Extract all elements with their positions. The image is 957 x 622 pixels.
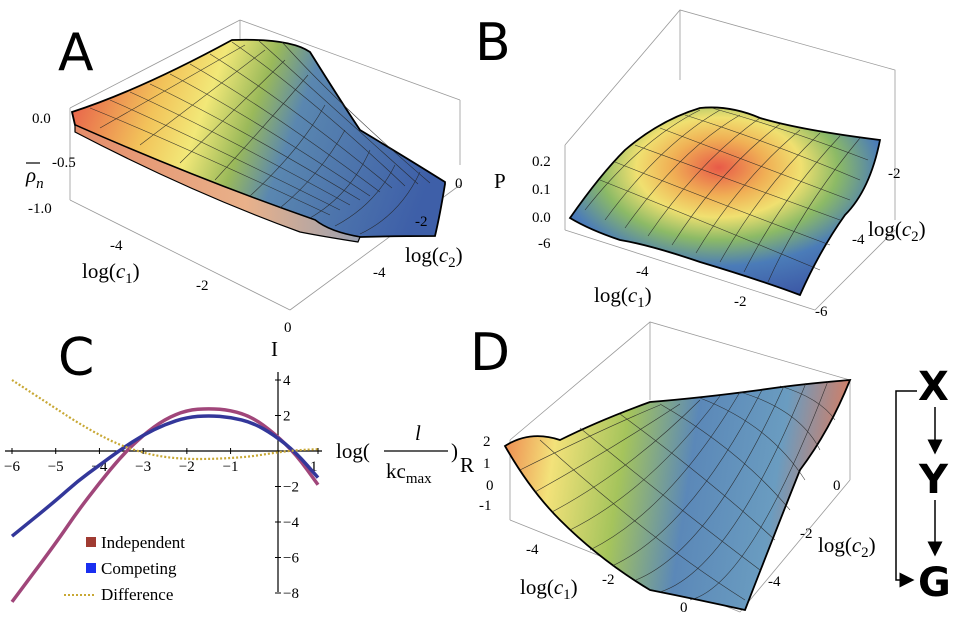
panel-d-x-tick-0: -4 — [526, 542, 539, 558]
panel-d-x-label: log(c1) — [520, 575, 578, 603]
panel-c-y-tick-label: 2 — [283, 409, 291, 425]
panel-d-y-tick-2: -4 — [768, 574, 781, 590]
panel-b-surface — [568, 106, 882, 297]
panel-d: D R 2 1 0 -1 -4 -2 0 — [460, 321, 876, 616]
panel-c-series-competing — [10, 414, 320, 538]
panel-c-x-label-prefix: log( — [336, 439, 370, 463]
panel-b-z-label: P — [494, 169, 506, 193]
panel-d-x-tick-1: -2 — [602, 572, 615, 588]
panel-c-y-tick-label: −6 — [283, 551, 299, 567]
panel-c-ticks: −6 −5 −4 −3 −2 −1 142−2−4−6−8 — [4, 373, 319, 602]
panel-c-y-tick-label: −4 — [283, 515, 299, 531]
panel-c-letter: C — [58, 328, 94, 388]
panel-a-y-tick-0: 0 — [455, 176, 463, 192]
panel-d-mesh — [519, 380, 836, 601]
legend-swatch-independent — [86, 537, 96, 547]
panel-d-z-tick-3: -1 — [479, 498, 492, 514]
panel-a-y-tick-2: -4 — [373, 265, 386, 281]
panel-d-letter: D — [470, 323, 510, 383]
panel-a-z-tick-1: -0.5 — [52, 155, 76, 171]
panel-b-letter: B — [475, 13, 511, 73]
panel-a-y-label: log(c2) — [405, 243, 463, 271]
panel-d-y-tick-0: 0 — [833, 478, 841, 494]
panel-c-x-label-suffix: ) — [451, 439, 458, 463]
dag-diagram: X Y G — [895, 364, 951, 606]
panel-d-z-label: R — [460, 453, 474, 477]
panel-c-x-tick-label: −6 — [4, 459, 20, 475]
panel-a-x-tick-1: -2 — [196, 278, 209, 294]
panel-a-z-label: ρn — [25, 163, 44, 192]
panel-b-z-tick-1: 0.1 — [532, 182, 551, 198]
panel-a-z-tick-0: 0.0 — [32, 111, 51, 127]
panel-c-x-tick-label: −5 — [48, 459, 64, 475]
panel-b-x-tick-2: -2 — [734, 294, 747, 310]
panel-c-x-tick-label: −3 — [135, 459, 151, 475]
panel-c-y-tick-label: 4 — [283, 373, 291, 389]
panel-c-legend: Independent Competing Difference — [64, 533, 185, 604]
panel-c-x-label-den: kcmax — [386, 459, 432, 487]
panel-d-z-tick-0: 2 — [483, 434, 491, 450]
panel-a: A — [25, 19, 463, 336]
panel-c: C I −6 −5 −4 −3 −2 −1 142−2−4−6−8 log( l kcmax… — [4, 328, 458, 604]
panel-a-mesh — [89, 39, 431, 235]
panel-d-z-tick-2: 0 — [486, 478, 494, 494]
panel-b-y-label: log(c2) — [868, 217, 926, 245]
panel-c-y-tick-label: −2 — [283, 480, 299, 496]
dag-node-y: Y — [918, 457, 949, 503]
panel-d-x-tick-2: 0 — [680, 600, 688, 616]
panel-b: B P 0.2 0.1 0.0 -6 -4 -2 log(c1 — [475, 9, 926, 320]
legend-swatch-competing — [86, 563, 96, 573]
panel-a-x-tick-2: 0 — [284, 320, 292, 336]
legend-label-independent: Independent — [101, 533, 185, 552]
dag-node-x: X — [918, 364, 949, 410]
panel-c-y-tick-label: −8 — [283, 586, 299, 602]
panel-c-x-tick-label: −2 — [179, 459, 195, 475]
panel-b-x-label: log(c1) — [594, 283, 652, 311]
panel-a-y-tick-1: -2 — [415, 214, 428, 230]
panel-b-y-tick-1: -4 — [852, 232, 865, 248]
panel-b-y-tick-0: -2 — [888, 166, 901, 182]
panel-a-x-label: log(c1) — [82, 259, 140, 287]
panel-b-y-tick-2: -6 — [815, 304, 828, 320]
legend-label-difference: Difference — [101, 585, 173, 604]
panel-a-letter: A — [58, 23, 94, 83]
panel-c-x-label-num: l — [415, 421, 421, 445]
panel-b-box — [564, 9, 896, 311]
panel-b-z-tick-2: 0.0 — [532, 210, 551, 226]
panel-a-surface-front — [74, 124, 361, 243]
legend-label-competing: Competing — [101, 559, 177, 578]
panel-a-z-tick-2: -1.0 — [28, 201, 52, 217]
panel-c-series-independent — [10, 407, 320, 603]
panel-a-x-tick-0: -4 — [110, 238, 123, 254]
panel-c-series — [10, 379, 320, 603]
panel-d-y-label: log(c2) — [818, 533, 876, 561]
panel-d-y-tick-1: -2 — [800, 526, 813, 542]
panel-b-mesh — [584, 107, 869, 283]
panel-d-box — [509, 321, 851, 613]
dag-node-g: G — [918, 560, 951, 606]
panel-c-x-label: log( l kcmax ) — [336, 421, 458, 487]
dag-edge-x-g — [895, 390, 917, 588]
panel-b-x-tick-1: -4 — [636, 264, 649, 280]
panel-c-x-tick-label: 1 — [310, 459, 318, 475]
panel-c-x-tick-label: −1 — [223, 459, 239, 475]
panel-b-x-tick-0: -6 — [538, 236, 551, 252]
panel-b-z-tick-0: 0.2 — [532, 154, 551, 170]
panel-d-z-tick-1: 1 — [483, 456, 491, 472]
panel-c-y-label: I — [271, 337, 278, 361]
